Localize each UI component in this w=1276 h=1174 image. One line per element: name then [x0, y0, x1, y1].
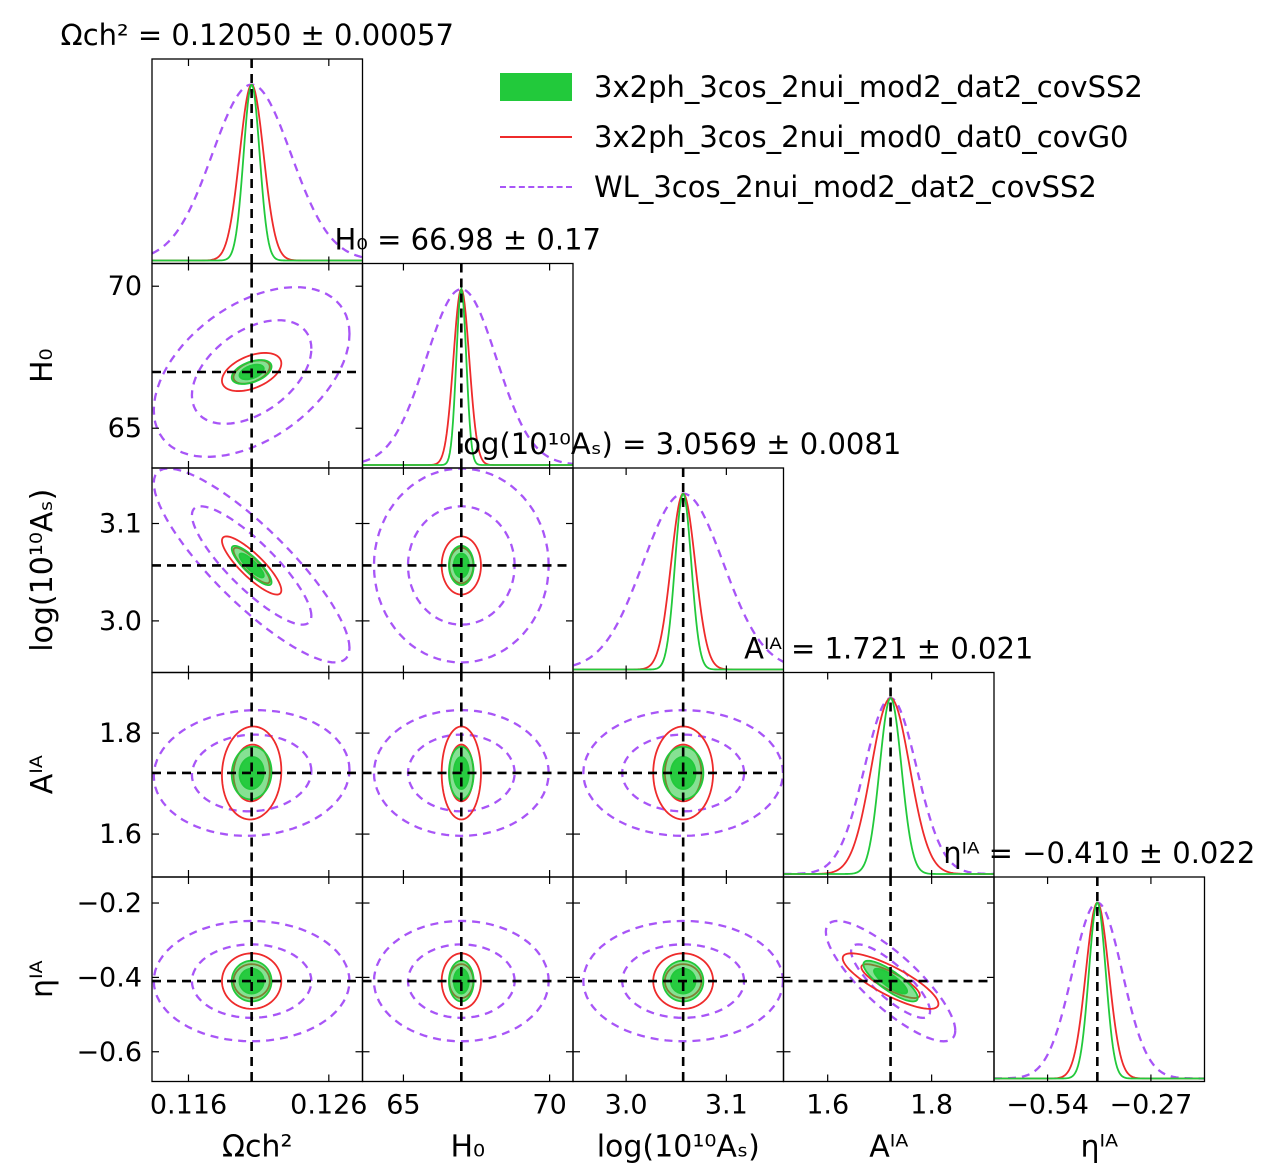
legend-entry: WL_3cos_2nui_mod2_dat2_covSS2 — [500, 162, 1143, 212]
credible-contour-dashed-series — [152, 709, 351, 837]
y-tick-label: 1.8 — [99, 718, 142, 749]
y-tick-label: 65 — [108, 413, 142, 444]
legend-entry: 3x2ph_3cos_2nui_mod0_dat0_covG0 — [500, 112, 1143, 162]
y-tick-label: −0.6 — [76, 1037, 142, 1068]
x-axis-label: H₀ — [450, 1130, 485, 1165]
posterior-curve-filled-series — [994, 901, 1205, 1080]
credible-contour-filled-series — [238, 755, 265, 790]
contour-panel — [152, 468, 363, 673]
y-tick-label: −0.4 — [76, 962, 142, 993]
contour-panel — [362, 877, 573, 1082]
credible-contour-solid-series — [221, 952, 283, 1010]
credible-contour-filled-series — [238, 967, 265, 995]
x-tick-label: 1.6 — [806, 1090, 849, 1121]
marginal-panel — [994, 877, 1205, 1082]
marginal-panel — [573, 468, 784, 673]
legend: 3x2ph_3cos_2nui_mod2_dat2_covSS2 3x2ph_3… — [500, 62, 1143, 212]
credible-contour-dashed-series — [372, 708, 550, 838]
legend-label: 3x2ph_3cos_2nui_mod2_dat2_covSS2 — [594, 70, 1143, 104]
credible-contour-dashed-series — [849, 943, 932, 1019]
posterior-curve-filled-series — [573, 492, 784, 671]
posterior-curve-dashed-series — [573, 492, 784, 667]
x-axis-label: Ωch² — [222, 1130, 292, 1165]
contour-panel — [362, 672, 573, 877]
credible-contour-solid-series — [221, 535, 283, 596]
credible-contour-dashed-series — [372, 919, 550, 1043]
y-tick-label: 3.0 — [99, 606, 142, 637]
posterior-curve-dashed-series — [362, 287, 573, 466]
contour-panel — [783, 877, 994, 1082]
posterior-curve-dashed-series — [152, 83, 363, 259]
credible-contour-dashed-series — [406, 505, 516, 626]
x-tick-label: −0.27 — [1110, 1090, 1193, 1121]
contour-panel — [362, 468, 573, 673]
y-axis-label: log(10¹⁰Aₛ) — [25, 489, 60, 652]
credible-contour-solid-series — [221, 725, 283, 821]
credible-contour-dashed-series — [152, 919, 351, 1043]
posterior-curve-solid-series — [152, 83, 363, 262]
posterior-curve-filled-series — [152, 83, 363, 262]
y-tick-label: 1.6 — [99, 819, 142, 850]
panel-title: Ωch² = 0.12050 ± 0.00057 — [61, 18, 454, 52]
credible-contour-dashed-series — [582, 919, 784, 1043]
credible-contour-solid-series — [841, 952, 940, 1010]
credible-contour-dashed-series — [190, 943, 313, 1019]
credible-contour-solid-series — [221, 352, 283, 392]
credible-contour-dashed-series — [372, 468, 550, 664]
legend-label: WL_3cos_2nui_mod2_dat2_covSS2 — [594, 170, 1097, 204]
credible-contour-dashed-series — [190, 733, 313, 813]
panel-frame — [151, 58, 364, 265]
x-tick-label: 0.116 — [150, 1090, 227, 1121]
legend-swatch-solid — [500, 123, 572, 151]
credible-contour-dashed-series — [190, 319, 313, 425]
x-axis-label: log(10¹⁰Aₛ) — [597, 1130, 760, 1165]
y-axis-label: ηᴵᴬ — [25, 960, 60, 998]
x-tick-label: 0.126 — [290, 1090, 367, 1121]
x-tick-label: −0.54 — [1006, 1090, 1089, 1121]
x-tick-label: 3.0 — [605, 1090, 648, 1121]
legend-swatch-dashed — [500, 173, 572, 201]
posterior-curve-solid-series — [994, 901, 1205, 1080]
panel-title: H₀ = 66.98 ± 0.17 — [335, 223, 602, 257]
credible-contour-dashed-series — [152, 286, 351, 458]
credible-contour-dashed-series — [582, 708, 784, 838]
panel-frame — [993, 876, 1206, 1083]
y-tick-label: −0.2 — [76, 888, 142, 919]
x-tick-label: 3.1 — [705, 1090, 748, 1121]
y-axis-label: Aᴵᴬ — [25, 755, 60, 794]
posterior-curve-filled-series — [362, 285, 573, 466]
marginal-panel — [362, 263, 573, 468]
contour-panel — [573, 672, 784, 877]
x-tick-label: 70 — [532, 1090, 566, 1121]
panel-title: ηᴵᴬ = −0.410 ± 0.022 — [943, 836, 1255, 870]
credible-contour-dashed-series — [824, 919, 957, 1043]
x-axis-label: Aᴵᴬ — [869, 1130, 908, 1165]
credible-contour-dashed-series — [190, 505, 313, 626]
legend-entry: 3x2ph_3cos_2nui_mod2_dat2_covSS2 — [500, 62, 1143, 112]
y-axis-label: H₀ — [25, 348, 60, 383]
contour-panel — [152, 263, 363, 468]
panel-title: log(10¹⁰Aₛ) = 3.0569 ± 0.0081 — [455, 427, 901, 461]
x-axis-label: ηᴵᴬ — [1081, 1130, 1119, 1165]
posterior-curve-dashed-series — [994, 901, 1205, 1080]
credible-contour-dashed-series — [152, 468, 351, 664]
x-tick-label: 1.8 — [910, 1090, 953, 1121]
marginal-panel — [152, 59, 363, 264]
y-tick-label: 70 — [108, 271, 142, 302]
contour-panel — [573, 877, 784, 1082]
x-tick-label: 65 — [386, 1090, 420, 1121]
contour-panel — [152, 672, 363, 877]
legend-swatch-filled — [500, 73, 572, 101]
posterior-curve-filled-series — [783, 697, 994, 875]
contour-panel — [152, 877, 363, 1082]
legend-label: 3x2ph_3cos_2nui_mod0_dat0_covG0 — [594, 120, 1129, 154]
marginal-panel — [783, 672, 994, 877]
panel-title: Aᴵᴬ = 1.721 ± 0.021 — [744, 632, 1033, 666]
y-tick-label: 3.1 — [99, 509, 142, 540]
